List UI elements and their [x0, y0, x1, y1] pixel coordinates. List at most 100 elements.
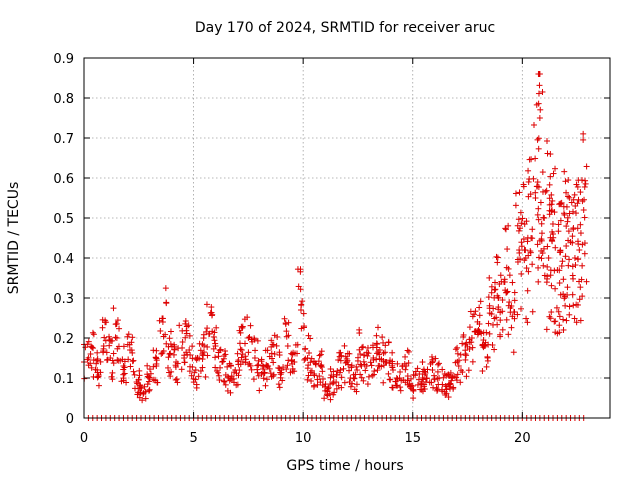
data-point: [532, 155, 539, 162]
data-point: [238, 354, 245, 361]
data-point: [312, 360, 319, 367]
data-point: [570, 275, 577, 282]
data-point: [582, 180, 589, 187]
data-point: [512, 202, 519, 209]
data-point: [289, 368, 296, 375]
data-point: [107, 355, 114, 361]
data-point: [242, 340, 249, 347]
data-point: [297, 286, 304, 293]
data-point: [362, 367, 369, 374]
data-point: [364, 381, 371, 388]
y-tick-label: 0.4: [53, 252, 74, 267]
data-point: [523, 315, 530, 322]
data-point: [519, 215, 526, 222]
data-point: [268, 337, 275, 344]
data-point: [572, 210, 579, 217]
data-point: [110, 305, 117, 312]
data-point: [491, 286, 498, 293]
data-point: [536, 82, 543, 89]
data-point: [112, 321, 119, 328]
data-point: [511, 289, 518, 296]
data-point: [491, 346, 498, 353]
data-point: [429, 358, 436, 365]
data-point: [251, 335, 258, 342]
data-point: [130, 357, 137, 364]
data-point: [453, 377, 460, 384]
data-point: [486, 274, 493, 281]
data-point: [237, 329, 244, 336]
data-point: [319, 376, 326, 383]
data-point: [237, 346, 244, 353]
data-point: [337, 357, 344, 364]
data-point: [216, 347, 223, 354]
data-point: [505, 331, 512, 338]
data-point: [117, 357, 124, 364]
data-point: [102, 317, 109, 324]
data-point: [88, 364, 95, 371]
data-point: [195, 373, 202, 380]
data-point: [89, 329, 96, 336]
data-point: [556, 313, 563, 320]
data-point: [212, 343, 219, 349]
data-point: [158, 350, 165, 357]
data-point: [236, 340, 243, 347]
data-point: [575, 177, 582, 184]
data-point: [196, 340, 203, 347]
data-point: [569, 291, 576, 298]
data-point: [572, 262, 579, 269]
y-axis-label: SRMTID / TECUs: [6, 182, 22, 295]
data-point: [186, 332, 193, 339]
data-point: [341, 342, 348, 349]
data-point: [99, 324, 106, 331]
chart-title: Day 170 of 2024, SRMTID for receiver aru…: [195, 20, 495, 36]
data-point: [227, 362, 234, 369]
data-point: [499, 308, 506, 315]
data-point: [152, 354, 159, 361]
data-point: [318, 364, 325, 371]
x-tick-label: 5: [189, 431, 197, 446]
data-point: [349, 380, 356, 387]
data-point: [121, 358, 128, 365]
data-point: [557, 217, 564, 224]
data-point: [548, 236, 555, 243]
data-point: [327, 374, 334, 381]
data-point: [554, 330, 561, 337]
data-point: [556, 322, 563, 329]
data-point: [102, 337, 109, 344]
data-point: [321, 395, 328, 402]
data-point: [271, 351, 278, 357]
x-tick-label: 10: [295, 431, 312, 446]
data-point: [208, 304, 215, 311]
data-point: [278, 367, 285, 373]
data-point: [357, 351, 364, 357]
data-point: [490, 305, 497, 312]
data-point: [153, 355, 160, 362]
data-point: [583, 163, 590, 170]
data-point: [486, 330, 493, 337]
data-point: [569, 239, 576, 246]
data-point: [543, 279, 550, 286]
data-point: [538, 220, 545, 227]
data-point: [358, 374, 365, 381]
data-point: [330, 379, 337, 385]
x-axis-label: GPS time / hours: [286, 458, 403, 474]
data-point: [345, 361, 352, 368]
data-point: [314, 381, 321, 388]
data-point: [546, 201, 553, 208]
data-point: [533, 183, 540, 190]
data-point: [82, 344, 89, 351]
y-tick-label: 0.6: [53, 172, 74, 187]
data-point: [552, 285, 559, 292]
data-point: [510, 349, 517, 356]
data-point: [574, 200, 581, 207]
data-point: [245, 335, 252, 341]
data-point: [447, 369, 454, 376]
data-point: [176, 322, 183, 329]
data-point: [545, 255, 552, 261]
data-point: [457, 351, 464, 358]
data-point: [120, 371, 127, 378]
data-point: [539, 88, 546, 95]
data-point: [263, 364, 270, 371]
data-point: [308, 367, 315, 374]
data-point: [550, 170, 557, 177]
